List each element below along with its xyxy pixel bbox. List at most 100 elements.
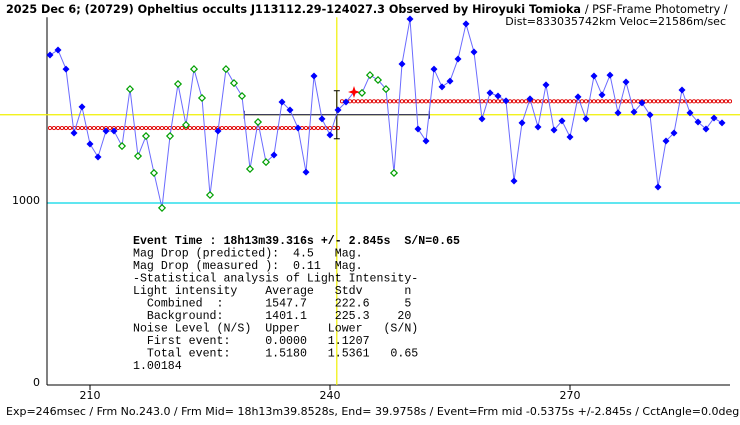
level-dot xyxy=(163,125,169,131)
point xyxy=(670,129,678,137)
point xyxy=(494,92,502,100)
point xyxy=(318,115,326,123)
point xyxy=(430,65,438,73)
level-dot xyxy=(219,125,225,131)
point xyxy=(173,79,183,89)
level-dot xyxy=(267,125,273,131)
event-point xyxy=(348,85,360,98)
level-dot xyxy=(703,99,709,104)
level-dot xyxy=(87,125,93,131)
level-dot xyxy=(191,125,197,131)
level-dot xyxy=(475,99,481,104)
x-tick-label: 240 xyxy=(320,389,341,402)
stats-line: Mag Drop (measured ): 0.11 Mag. xyxy=(133,260,363,273)
point xyxy=(270,151,278,159)
point xyxy=(261,158,271,167)
level-dot xyxy=(403,99,409,104)
level-dot xyxy=(159,125,165,131)
level-dot xyxy=(655,99,661,104)
point xyxy=(598,91,606,99)
x-tick-label: 270 xyxy=(560,389,581,402)
level-dot xyxy=(227,125,233,131)
point xyxy=(502,97,510,105)
level-dot xyxy=(155,125,161,131)
point xyxy=(606,71,614,79)
level-dot xyxy=(599,99,605,104)
point xyxy=(510,177,518,185)
point xyxy=(526,95,534,103)
subtitle: Dist=833035742km Veloc=21586m/sec xyxy=(505,15,726,28)
level-dot xyxy=(671,99,677,104)
point xyxy=(582,115,590,123)
point xyxy=(558,117,566,125)
point xyxy=(86,140,94,148)
level-dot xyxy=(679,99,685,104)
point xyxy=(718,119,726,127)
point xyxy=(414,125,422,133)
point xyxy=(310,72,318,80)
level-dot xyxy=(471,99,477,104)
level-dot xyxy=(79,125,85,131)
level-dot xyxy=(623,99,629,104)
point xyxy=(342,98,350,106)
point xyxy=(534,123,542,131)
level-dot xyxy=(379,99,385,104)
light-curve xyxy=(49,18,723,209)
level-dot xyxy=(139,125,145,131)
level-dot xyxy=(47,125,53,131)
y-tick-label: 0 xyxy=(33,376,40,389)
point xyxy=(253,117,263,127)
level-dot xyxy=(603,99,609,104)
level-dot xyxy=(643,99,649,104)
level-dot xyxy=(387,99,393,104)
point xyxy=(205,190,215,200)
point xyxy=(189,65,199,74)
level-dot xyxy=(647,99,653,104)
level-dot xyxy=(175,125,181,131)
level-dot xyxy=(715,99,721,104)
level-dot xyxy=(487,99,493,104)
point xyxy=(438,83,446,91)
point xyxy=(149,168,159,178)
point xyxy=(398,60,406,68)
y-tick-label: 1000 xyxy=(12,194,40,207)
level-dot xyxy=(459,99,465,104)
point xyxy=(470,48,478,56)
level-dot xyxy=(51,125,57,131)
level-dot xyxy=(579,99,585,104)
level-dot xyxy=(283,125,289,131)
stats-line: Noise Level (N/S) Upper Lower (S/N) xyxy=(133,323,418,336)
point xyxy=(237,91,247,101)
point xyxy=(454,55,462,63)
level-dot xyxy=(615,99,621,104)
level-dot xyxy=(675,99,681,104)
title-main: 2025 Dec 6; (20729) Opheltius occults J1… xyxy=(6,3,581,16)
level-dot xyxy=(595,99,601,104)
level-dot xyxy=(207,125,213,131)
point xyxy=(574,93,582,101)
point xyxy=(446,77,454,85)
level-dot xyxy=(479,99,485,104)
level-dot xyxy=(631,99,637,104)
point xyxy=(70,129,78,137)
level-dot xyxy=(371,99,377,104)
point xyxy=(117,142,127,151)
level-dot xyxy=(179,125,185,131)
point xyxy=(221,65,231,74)
point xyxy=(638,99,646,107)
point xyxy=(406,15,414,23)
point xyxy=(278,98,286,106)
level-dot xyxy=(451,99,457,104)
level-dot xyxy=(711,99,717,104)
point xyxy=(286,106,294,114)
level-dot xyxy=(667,99,673,104)
point xyxy=(694,118,702,126)
point xyxy=(141,131,151,141)
point xyxy=(110,127,118,135)
point xyxy=(125,85,135,94)
level-dot xyxy=(147,125,153,131)
level-dot xyxy=(511,99,517,104)
level-dot xyxy=(187,125,193,131)
level-dot xyxy=(367,99,373,104)
